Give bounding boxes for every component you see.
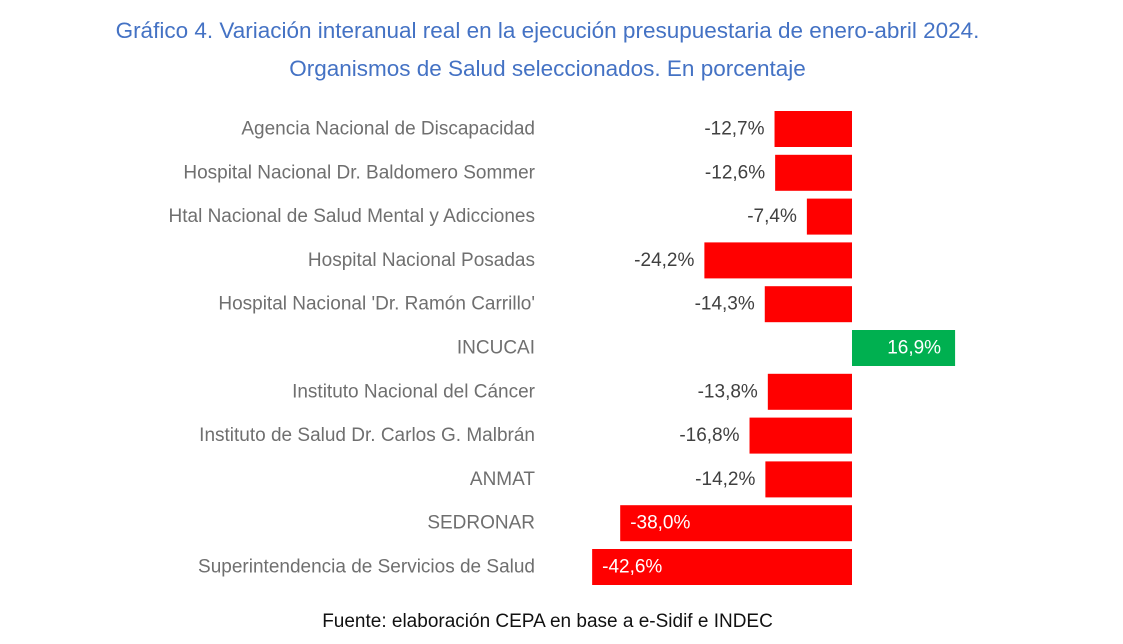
category-label: SEDRONAR — [427, 513, 535, 534]
bar — [704, 242, 852, 279]
data-label: -12,7% — [704, 119, 764, 140]
category-label: Instituto de Salud Dr. Carlos G. Malbrán — [199, 425, 535, 446]
category-label: INCUCAI — [457, 338, 535, 359]
category-label: Hospital Nacional Dr. Baldomero Sommer — [183, 162, 535, 183]
data-label: -14,2% — [695, 469, 755, 490]
category-label: Instituto Nacional del Cáncer — [292, 381, 536, 402]
bar — [852, 330, 956, 366]
data-label: -12,6% — [705, 162, 765, 183]
bar — [764, 286, 852, 323]
data-label: -42,6% — [602, 557, 662, 578]
bar — [774, 111, 852, 147]
bar — [749, 417, 852, 454]
bar — [806, 198, 852, 235]
category-label: ANMAT — [470, 469, 535, 490]
source-note: Fuente: elaboración CEPA en base a e-Sid… — [322, 611, 773, 632]
data-label: -38,0% — [630, 513, 690, 534]
data-label: -7,4% — [747, 206, 797, 227]
data-label: -13,8% — [698, 381, 758, 402]
chart-title-line-2: Organismos de Salud seleccionados. En po… — [289, 56, 806, 81]
chart-title: Gráfico 4. Variación interanual real en … — [0, 12, 1095, 88]
bar — [767, 373, 852, 410]
data-label: -14,3% — [695, 294, 755, 315]
category-label: Superintendencia de Servicios de Salud — [198, 557, 535, 578]
data-label: 16,9% — [887, 338, 941, 359]
category-label: Htal Nacional de Salud Mental y Adiccion… — [169, 206, 535, 227]
bar — [592, 549, 852, 585]
category-label: Agencia Nacional de Discapacidad — [241, 119, 535, 140]
data-label: -24,2% — [634, 250, 694, 271]
category-label: Hospital Nacional 'Dr. Ramón Carrillo' — [218, 294, 535, 315]
bar — [765, 461, 852, 498]
bar — [775, 154, 852, 191]
bar — [620, 505, 852, 542]
data-label: -16,8% — [679, 425, 739, 446]
chart-title-line-1: Gráfico 4. Variación interanual real en … — [115, 18, 980, 43]
category-label: Hospital Nacional Posadas — [308, 250, 535, 271]
